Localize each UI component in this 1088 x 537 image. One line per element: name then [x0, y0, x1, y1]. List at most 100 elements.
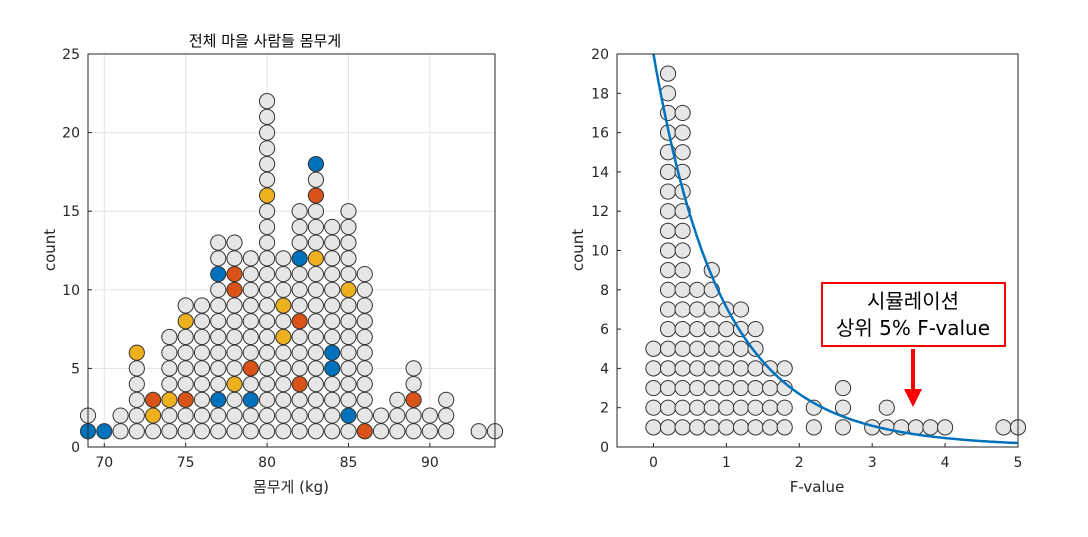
data-point	[193, 360, 211, 377]
data-point	[356, 297, 373, 314]
data-point	[226, 376, 243, 393]
y-tick-label: 10	[62, 283, 80, 299]
data-point	[689, 301, 706, 318]
data-point	[242, 265, 259, 283]
y-tick-label: 0	[71, 440, 80, 456]
data-point	[291, 376, 308, 393]
data-point	[340, 328, 357, 346]
data-point	[193, 423, 211, 440]
x-axis-label: F-value	[790, 478, 845, 496]
data-point	[291, 234, 308, 251]
data-point	[340, 297, 357, 314]
y-axis-label: count	[569, 229, 587, 271]
data-point	[258, 187, 276, 204]
data-point	[210, 328, 227, 346]
data-point	[258, 140, 276, 157]
data-point	[177, 407, 194, 424]
data-point	[258, 281, 276, 298]
data-point	[324, 297, 341, 314]
data-point	[659, 242, 677, 259]
data-point	[258, 250, 276, 267]
y-tick-label: 8	[600, 283, 609, 299]
y-tick-label: 25	[62, 47, 80, 63]
y-tick-label: 0	[600, 440, 609, 456]
data-point	[242, 250, 259, 267]
data-point	[674, 379, 691, 397]
data-point	[718, 399, 735, 416]
data-point	[177, 297, 194, 314]
data-point	[732, 340, 750, 357]
x-tick-label: 3	[868, 455, 877, 471]
data-point	[210, 313, 227, 330]
data-point	[659, 399, 677, 416]
data-point	[210, 250, 227, 267]
data-point	[275, 328, 292, 346]
data-point	[340, 250, 357, 267]
data-point	[210, 265, 227, 283]
data-point	[112, 423, 129, 440]
data-point	[307, 344, 325, 361]
x-axis-label: 몸무게 (kg)	[253, 478, 329, 496]
data-point	[405, 423, 422, 440]
data-point	[291, 297, 308, 314]
data-point	[340, 203, 357, 220]
data-point	[177, 391, 194, 408]
data-point	[177, 360, 194, 377]
data-point	[356, 423, 373, 440]
data-point	[356, 344, 373, 361]
data-point	[258, 93, 276, 110]
y-tick-label: 4	[600, 361, 609, 377]
data-point	[242, 344, 259, 361]
data-point	[307, 391, 325, 408]
data-point	[307, 297, 325, 314]
data-point	[645, 360, 662, 377]
data-point	[291, 423, 308, 440]
data-point	[307, 203, 325, 220]
dot-layer	[645, 65, 1027, 436]
data-point	[275, 423, 292, 440]
data-point	[703, 340, 720, 357]
data-point	[275, 313, 292, 330]
data-point	[645, 399, 662, 416]
data-point	[177, 423, 194, 440]
data-point	[242, 391, 259, 408]
data-point	[161, 391, 178, 408]
data-point	[703, 379, 720, 397]
data-point	[747, 379, 764, 397]
data-point	[161, 328, 178, 346]
y-tick-label: 14	[591, 165, 609, 181]
data-point	[922, 419, 939, 436]
data-point	[389, 391, 406, 408]
data-point	[291, 265, 308, 283]
data-point	[718, 360, 735, 377]
data-point	[659, 281, 677, 298]
data-point	[732, 379, 750, 397]
data-point	[340, 344, 357, 361]
data-point	[307, 171, 325, 188]
y-tick-label: 18	[591, 86, 609, 102]
data-point	[689, 399, 706, 416]
data-point	[226, 344, 243, 361]
data-point	[356, 376, 373, 393]
data-point	[438, 391, 455, 408]
data-point	[324, 218, 341, 236]
data-point	[405, 407, 422, 424]
data-point	[703, 399, 720, 416]
data-point	[210, 391, 227, 408]
data-point	[340, 407, 357, 424]
y-tick-label: 12	[591, 204, 609, 220]
data-point	[389, 407, 406, 424]
data-point	[747, 399, 764, 416]
data-point	[689, 419, 706, 436]
data-point	[703, 301, 720, 318]
data-point	[645, 340, 662, 357]
data-point	[291, 203, 308, 220]
data-point	[747, 340, 764, 357]
data-point	[193, 391, 211, 408]
data-point	[340, 376, 357, 393]
data-point	[718, 321, 735, 338]
data-point	[177, 344, 194, 361]
data-point	[718, 379, 735, 397]
data-point	[307, 250, 325, 267]
data-point	[703, 419, 720, 436]
